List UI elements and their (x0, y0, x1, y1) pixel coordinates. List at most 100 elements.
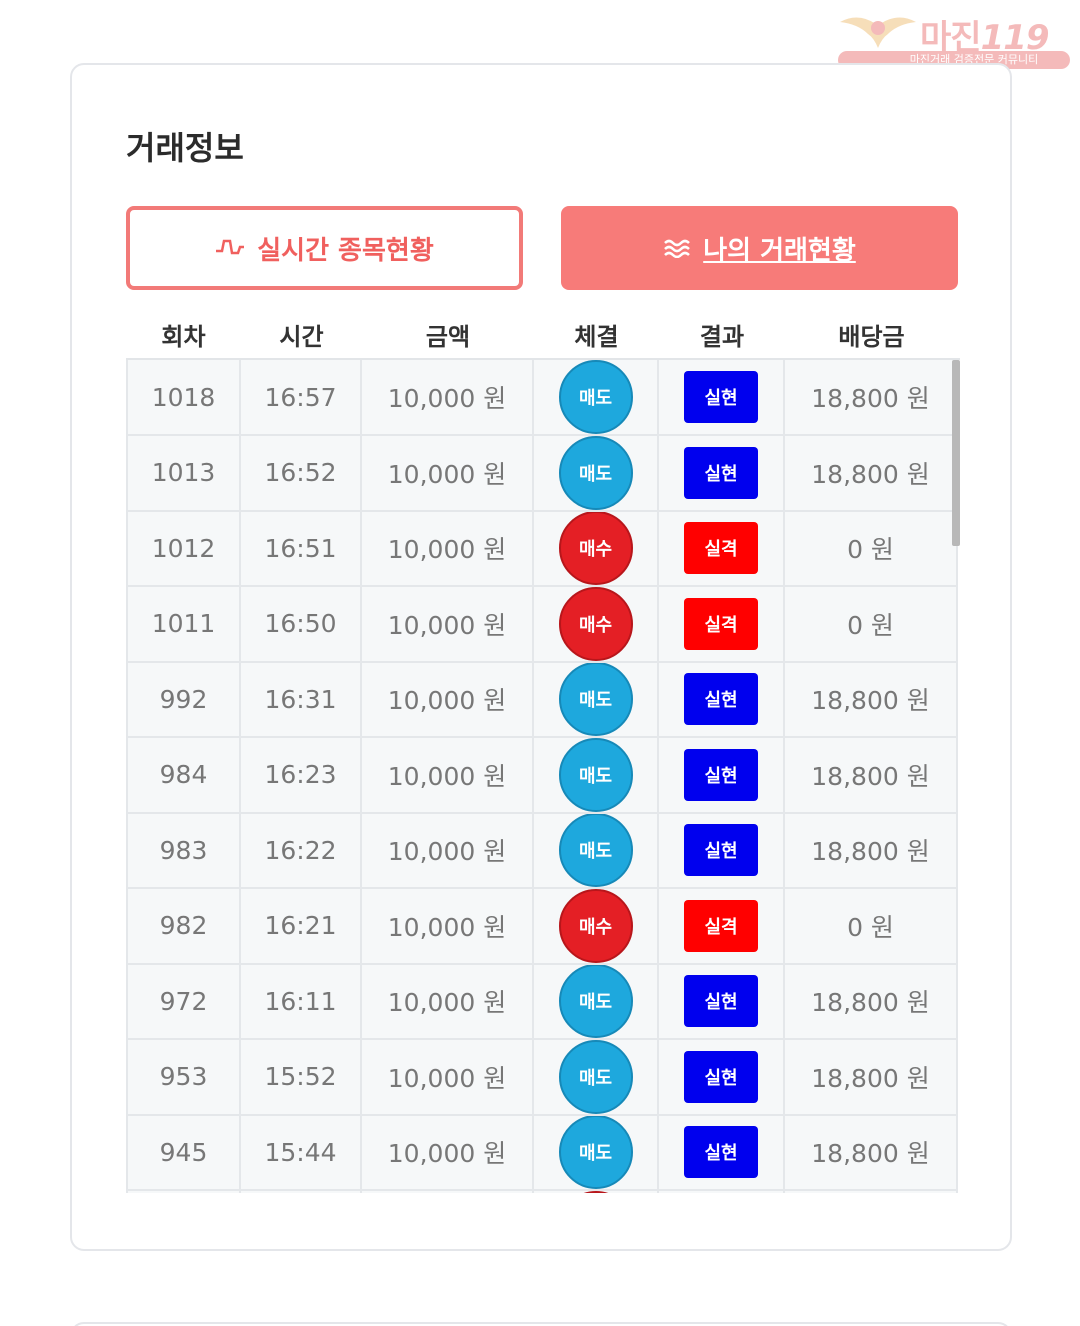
sell-badge: 매도 (558, 737, 633, 812)
result-cell: 실현 (659, 360, 785, 434)
round-cell: 992 (126, 662, 241, 736)
side-cell: 매도 (534, 1039, 659, 1114)
table-row: 992 16:31 10,000 원 매도 실현 18,800 원 (126, 662, 958, 738)
table-row: 1012 16:51 10,000 원 매수 실격 0 원 (126, 511, 958, 587)
buy-badge: 매수 (558, 511, 633, 585)
table-row: 매수 (126, 1190, 958, 1193)
failed-badge: 실격 (684, 522, 758, 574)
round-cell: 1011 (126, 586, 241, 661)
site-watermark: 마진119 마진거래 검증전문 커뮤니티 (838, 8, 1070, 69)
header-round: 회차 (161, 323, 206, 351)
watermark-title: 마진119 (920, 18, 1050, 58)
failed-badge: 실격 (684, 899, 758, 952)
time-cell (241, 1190, 362, 1193)
next-panel (70, 1322, 1012, 1326)
time-cell: 16:21 (241, 888, 362, 963)
payout-cell: 0 원 (785, 511, 958, 585)
header-time: 시간 (279, 323, 324, 351)
tab-my-trade-status[interactable]: 나의 거래현황 (561, 206, 958, 290)
failed-badge: 실격 (684, 597, 758, 650)
realized-badge: 실현 (684, 748, 758, 801)
round-cell: 984 (126, 737, 241, 812)
side-cell: 매도 (534, 813, 659, 887)
sell-badge: 매도 (558, 435, 633, 510)
amount-cell: 10,000 원 (362, 888, 534, 963)
round-cell: 953 (126, 1039, 241, 1114)
payout-cell: 18,800 원 (785, 435, 958, 510)
payout-cell: 18,800 원 (785, 964, 958, 1038)
sell-badge: 매도 (558, 964, 633, 1038)
table-header: 회차 시간 금액 체결 결과 배당금 (126, 317, 958, 357)
table-row: 972 16:11 10,000 원 매도 실현 18,800 원 (126, 964, 958, 1040)
time-cell: 16:22 (241, 813, 362, 887)
sell-badge: 매도 (558, 813, 633, 887)
result-cell (659, 1190, 785, 1193)
table-row: 1013 16:52 10,000 원 매도 실현 18,800 원 (126, 435, 958, 512)
side-cell: 매도 (534, 435, 659, 510)
panel-title: 거래정보 (126, 129, 244, 167)
round-cell: 945 (126, 1115, 241, 1189)
time-cell: 16:50 (241, 586, 362, 661)
tab-live-label: 실시간 종목현황 (257, 235, 434, 266)
result-cell: 실현 (659, 1039, 785, 1114)
realized-badge: 실현 (684, 1050, 758, 1103)
result-cell: 실격 (659, 511, 785, 585)
result-cell: 실현 (659, 1115, 785, 1189)
realized-badge: 실현 (684, 371, 758, 423)
table-row: 982 16:21 10,000 원 매수 실격 0 원 (126, 888, 958, 965)
waves-icon (664, 239, 691, 258)
round-cell: 1013 (126, 435, 241, 510)
result-cell: 실현 (659, 964, 785, 1038)
side-cell: 매도 (534, 737, 659, 812)
side-cell: 매수 (534, 586, 659, 661)
amount-cell: 10,000 원 (362, 737, 534, 812)
header-result: 결과 (699, 323, 745, 351)
round-cell: 983 (126, 813, 241, 887)
amount-cell: 10,000 원 (362, 662, 534, 736)
amount-cell: 10,000 원 (362, 511, 534, 585)
sell-badge: 매도 (558, 662, 633, 736)
pulse-icon (216, 239, 245, 255)
result-cell: 실현 (659, 813, 785, 887)
round-cell (126, 1190, 241, 1193)
result-cell: 실현 (659, 737, 785, 812)
payout-cell: 18,800 원 (785, 737, 958, 812)
time-cell: 15:52 (241, 1039, 362, 1114)
side-cell: 매도 (534, 360, 659, 434)
tab-live-stock-status[interactable]: 실시간 종목현황 (126, 206, 523, 290)
amount-cell (362, 1190, 534, 1193)
time-cell: 16:23 (241, 737, 362, 812)
time-cell: 16:57 (241, 360, 362, 434)
amount-cell: 10,000 원 (362, 435, 534, 510)
realized-badge: 실현 (684, 975, 758, 1027)
amount-cell: 10,000 원 (362, 360, 534, 434)
buy-badge: 매수 (558, 586, 633, 661)
time-cell: 16:52 (241, 435, 362, 510)
payout-cell: 18,800 원 (785, 813, 958, 887)
payout-cell (785, 1190, 958, 1193)
table-row: 984 16:23 10,000 원 매도 실현 18,800 원 (126, 737, 958, 814)
tab-mine-label: 나의 거래현황 (703, 235, 856, 266)
amount-cell: 10,000 원 (362, 1039, 534, 1114)
table-row: 953 15:52 10,000 원 매도 실현 18,800 원 (126, 1039, 958, 1116)
trade-info-panel: 거래정보 실시간 종목현황 나의 거래현황 회차 시간 금액 체결 결과 배당금… (70, 63, 1012, 1251)
round-cell: 982 (126, 888, 241, 963)
side-cell: 매수 (534, 1190, 659, 1193)
round-cell: 972 (126, 964, 241, 1038)
table-row: 1018 16:57 10,000 원 매도 실현 18,800 원 (126, 360, 958, 436)
header-payout: 배당금 (838, 323, 905, 351)
time-cell: 16:51 (241, 511, 362, 585)
time-cell: 15:44 (241, 1115, 362, 1189)
amount-cell: 10,000 원 (362, 964, 534, 1038)
scrollbar-thumb[interactable] (952, 360, 960, 546)
side-cell: 매도 (534, 662, 659, 736)
realized-badge: 실현 (684, 673, 758, 725)
scrollbar[interactable] (952, 360, 960, 1193)
side-cell: 매도 (534, 1115, 659, 1189)
table-row: 983 16:22 10,000 원 매도 실현 18,800 원 (126, 813, 958, 889)
realized-badge: 실현 (684, 446, 758, 499)
sell-badge: 매도 (558, 1039, 633, 1114)
side-cell: 매수 (534, 888, 659, 963)
table-row: 1011 16:50 10,000 원 매수 실격 0 원 (126, 586, 958, 663)
